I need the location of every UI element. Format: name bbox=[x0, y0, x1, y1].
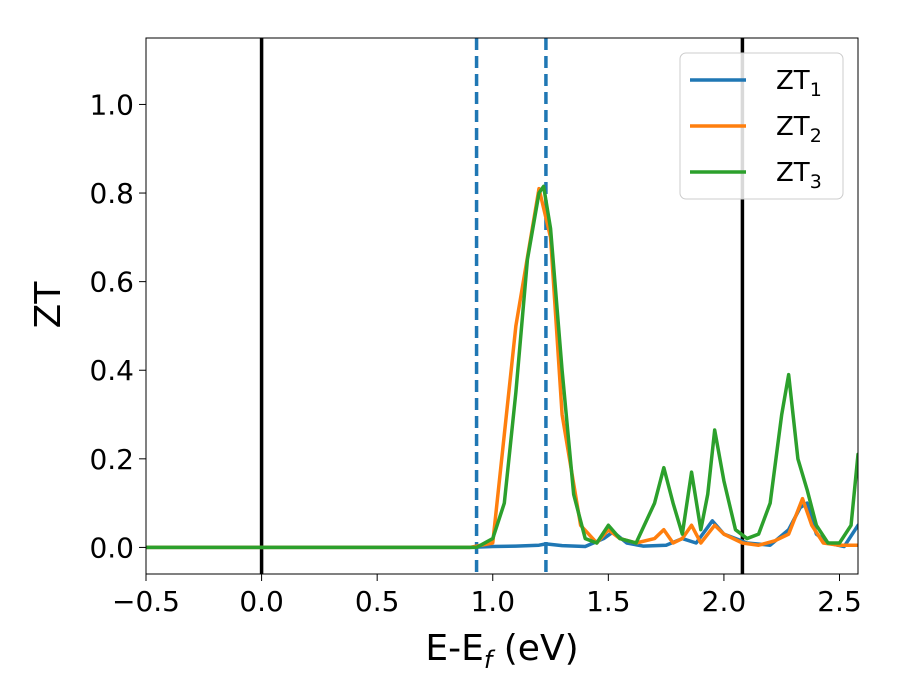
legend-label-main: ZT bbox=[776, 112, 810, 142]
x-tick-label: −0.5 bbox=[112, 585, 180, 618]
y-tick-label: 1.0 bbox=[89, 88, 134, 121]
x-tick-label: 2.0 bbox=[702, 585, 747, 618]
x-axis-title-unit: (eV) bbox=[492, 628, 578, 669]
series-line-3 bbox=[146, 184, 858, 550]
axes: −0.5 0.0 0.5 1.0 1.5 2.0 2.5 0.0 0.2 0.4 0.6 0.8 1.0 bbox=[89, 37, 862, 618]
legend-label-3: ZT3 bbox=[776, 158, 822, 193]
legend-label-subscript: 1 bbox=[810, 79, 822, 101]
y-tick-label: 0.8 bbox=[89, 177, 134, 210]
y-tick-label: 0.4 bbox=[89, 354, 134, 387]
y-tick-label: 0.0 bbox=[89, 531, 134, 564]
x-axis-title: E-Ef (eV) bbox=[425, 628, 578, 674]
legend-label-main: ZT bbox=[776, 158, 810, 188]
x-tick-label: 1.0 bbox=[470, 585, 515, 618]
legend-label-2: ZT2 bbox=[776, 112, 822, 147]
x-tick-label: 0.0 bbox=[239, 585, 284, 618]
y-tick-label: 0.2 bbox=[89, 443, 134, 476]
legend-box bbox=[679, 52, 844, 200]
x-tick-label: 0.5 bbox=[355, 585, 400, 618]
x-axis-title-main: E-E bbox=[425, 628, 483, 669]
legend-label-subscript: 2 bbox=[810, 125, 822, 147]
series-line-2 bbox=[146, 186, 858, 550]
x-tick-label: 2.5 bbox=[817, 585, 862, 618]
plot-frame bbox=[145, 37, 859, 575]
x-tick-label: 1.5 bbox=[586, 585, 631, 618]
y-tick-label: 0.6 bbox=[89, 266, 134, 299]
legend-label-main: ZT bbox=[776, 66, 810, 96]
y-axis-title: ZT bbox=[28, 281, 69, 329]
legend-label-1: ZT1 bbox=[776, 66, 822, 101]
legend-label-subscript: 3 bbox=[810, 171, 822, 193]
